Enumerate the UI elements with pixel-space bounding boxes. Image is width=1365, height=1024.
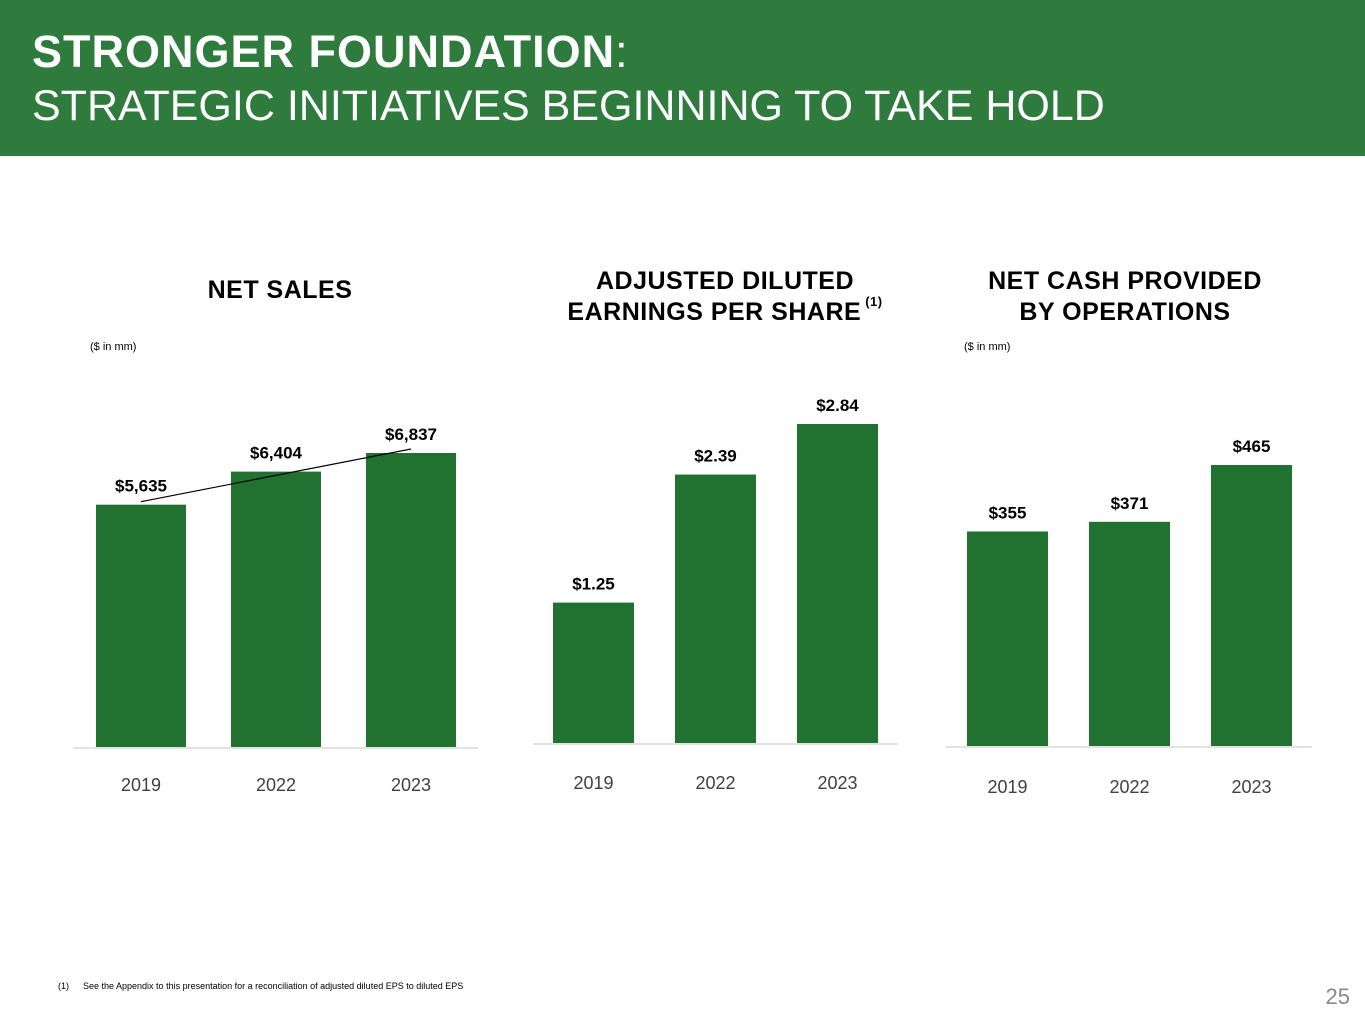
net-cash-value-label-2022: $371 bbox=[1111, 494, 1149, 513]
net-sales-unit-note: ($ in mm) bbox=[90, 341, 137, 353]
page-subtitle: STRATEGIC INITIATIVES BEGINNING TO TAKE … bbox=[32, 82, 1105, 130]
net-cash-bar-2023 bbox=[1211, 465, 1292, 746]
footnote: (1) See the Appendix to this presentation… bbox=[58, 981, 463, 991]
eps-footnote-mark: (1) bbox=[865, 294, 883, 309]
eps-bar-2022 bbox=[675, 474, 756, 743]
eps-title-line2: EARNINGS PER SHARE (1) bbox=[567, 294, 883, 326]
net-cash-tick-label-2022: 2022 bbox=[1109, 777, 1149, 797]
net-cash-bar-2022 bbox=[1089, 521, 1170, 746]
net-sales-tick-label-2023: 2023 bbox=[391, 775, 431, 795]
net-sales-value-label-2019: $5,635 bbox=[115, 477, 167, 496]
net-sales-trend-line bbox=[140, 448, 412, 503]
eps-value-label-2023: $2.84 bbox=[816, 396, 859, 415]
net-cash-tick-label-2019: 2019 bbox=[987, 777, 1027, 797]
page-number: 25 bbox=[1325, 984, 1350, 1009]
eps-bar-2019 bbox=[553, 602, 634, 743]
net-cash-value-label-2023: $465 bbox=[1233, 437, 1271, 456]
net-sales-bar-2023 bbox=[366, 453, 456, 747]
net-sales-title: NET SALES bbox=[207, 276, 353, 304]
eps-value-label-2019: $1.25 bbox=[572, 575, 615, 594]
eps-value-label-2022: $2.39 bbox=[694, 447, 737, 466]
net-cash-title: NET CASH PROVIDED BY OPERATIONS bbox=[955, 266, 1295, 328]
net-cash-title-line2: BY OPERATIONS bbox=[1019, 298, 1231, 326]
eps-title-line1: ADJUSTED DILUTED bbox=[595, 267, 854, 295]
eps-title: ADJUSTED DILUTED EARNINGS PER SHARE (1) bbox=[560, 266, 890, 331]
net-cash-unit-note: ($ in mm) bbox=[964, 341, 1011, 353]
eps-tick-label-2022: 2022 bbox=[695, 773, 735, 793]
eps-tick-label-2019: 2019 bbox=[573, 773, 613, 793]
net-cash-bar-2019 bbox=[967, 531, 1048, 746]
net-sales-bar-2019 bbox=[96, 504, 186, 747]
net-sales-value-label-2023: $6,837 bbox=[385, 425, 437, 444]
net-sales-tick-label-2022: 2022 bbox=[256, 775, 296, 795]
footnote-text: See the Appendix to this presentation fo… bbox=[83, 981, 464, 991]
net-cash-title-line1: NET CASH PROVIDED bbox=[988, 267, 1262, 295]
net-sales-value-label-2022: $6,404 bbox=[250, 444, 303, 463]
net-cash-tick-label-2023: 2023 bbox=[1231, 777, 1271, 797]
net-sales-tick-label-2019: 2019 bbox=[121, 775, 161, 795]
net-cash-value-label-2019: $355 bbox=[989, 503, 1027, 522]
eps-tick-label-2023: 2023 bbox=[817, 773, 857, 793]
header-banner: STRONGER FOUNDATION: STRATEGIC INITIATIV… bbox=[0, 0, 1365, 156]
net-sales-bar-2022 bbox=[231, 471, 321, 747]
footnote-mark: (1) bbox=[58, 981, 69, 991]
page-title: STRONGER FOUNDATION: bbox=[32, 26, 629, 77]
eps-bar-2023 bbox=[797, 424, 878, 743]
